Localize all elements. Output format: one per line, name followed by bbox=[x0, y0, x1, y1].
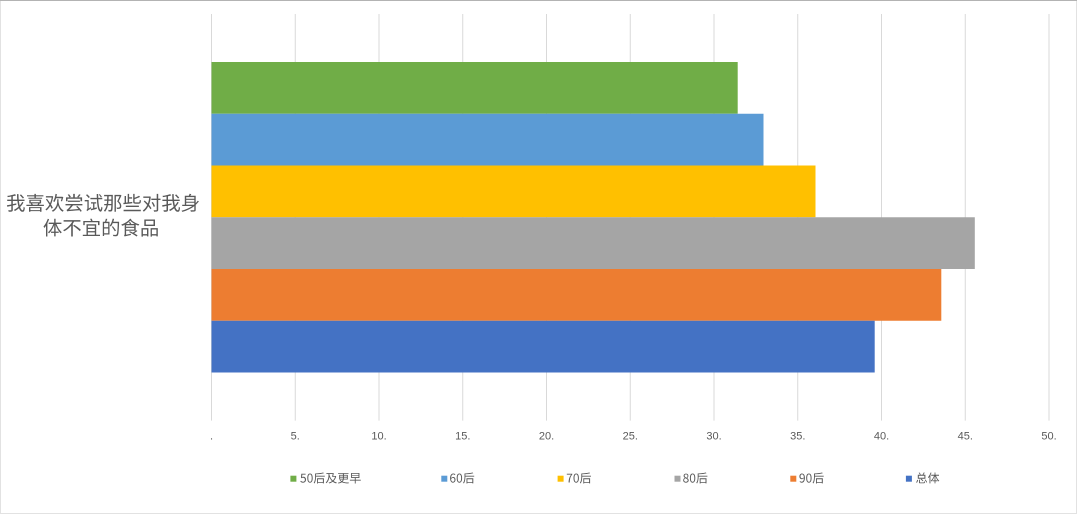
svg-text:25.: 25. bbox=[623, 431, 638, 443]
svg-text:15.: 15. bbox=[455, 431, 470, 443]
svg-text:30.: 30. bbox=[706, 431, 721, 443]
svg-text:45.: 45. bbox=[958, 431, 973, 443]
svg-text:5.: 5. bbox=[291, 431, 300, 443]
svg-text:50.: 50. bbox=[1041, 431, 1056, 443]
svg-text:20.: 20. bbox=[539, 431, 554, 443]
svg-text:40.: 40. bbox=[874, 431, 889, 443]
svg-text:.: . bbox=[210, 431, 213, 443]
svg-text:35.: 35. bbox=[790, 431, 805, 443]
svg-text:10.: 10. bbox=[371, 431, 386, 443]
